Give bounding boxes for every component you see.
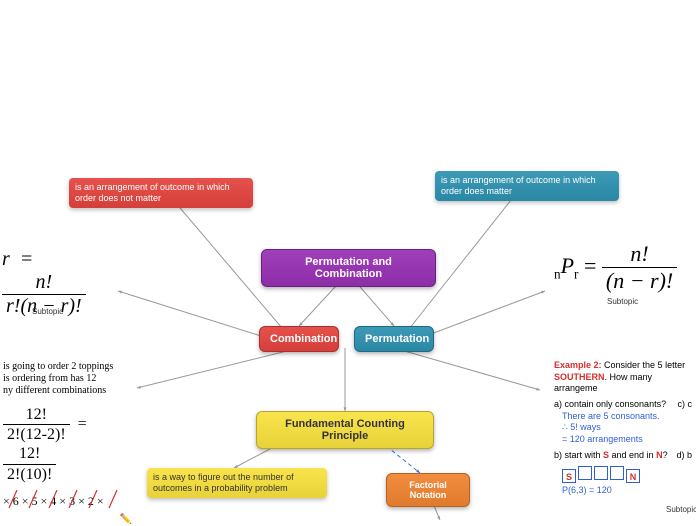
letter-box: N — [626, 469, 640, 483]
perm-formula-content: nPr = n! (n − r)! — [554, 253, 677, 278]
permutation-formula: nPr = n! (n − r)! — [552, 237, 696, 294]
perm-ex-word-line: SOUTHERN. How many arrangeme — [554, 372, 692, 395]
permutation-description-text: is an arrangement of outcome in which or… — [441, 175, 596, 196]
strike-marks — [3, 490, 133, 510]
fcp-description-text: is a way to figure out the number of out… — [153, 472, 294, 493]
pencil-icon: ✏️ — [3, 514, 132, 526]
perm-ex-boxes: SN — [562, 466, 692, 484]
combination-description-text: is an arrangement of outcome in which or… — [75, 182, 230, 203]
fcp-description: is a way to figure out the number of out… — [147, 468, 327, 498]
perm-ex-row-bd: b) start with S and end in N? d) b — [554, 450, 692, 462]
factorial-node[interactable]: Factorial Notation — [386, 473, 470, 507]
subtopic-label-br: Subtopic — [666, 505, 696, 514]
letter-box — [594, 466, 608, 480]
fcp-node[interactable]: Fundamental Counting Principle — [256, 411, 434, 449]
permutation-label: Permutation — [365, 333, 429, 345]
permutation-node[interactable]: Permutation — [354, 326, 434, 352]
perm-ex-ans3: = 120 arrangements — [562, 434, 692, 446]
perm-ex-ans1: There are 5 consonants. — [562, 411, 692, 423]
comb-ex-line2: is ordering from has 12 — [3, 373, 132, 385]
perm-ex-pexpr: P(6,3) = 120 — [562, 485, 692, 497]
comb-formula-content: r = n! r!(n − r)! — [2, 248, 86, 304]
letter-box: S — [562, 469, 576, 483]
fcp-label: Fundamental Counting Principle — [285, 418, 405, 442]
permutation-example: Example 2: Consider the 5 letter SOUTHER… — [550, 356, 696, 502]
comb-ex-frac: 12! 2!(12-2)! = 12! 2!(10)! — [3, 405, 132, 484]
letter-box — [578, 466, 592, 480]
factorial-label: Factorial Notation — [409, 480, 447, 500]
root-node[interactable]: Permutation and Combination — [261, 249, 436, 287]
perm-ex-title: Example 2: Consider the 5 letter — [554, 360, 692, 372]
subtopic-label-right: Subtopic — [607, 297, 638, 306]
root-label: Permutation and Combination — [305, 256, 392, 280]
comb-ex-line3: ny different combinations — [3, 385, 132, 397]
letter-box — [610, 466, 624, 480]
comb-ex-strike: × 6 × 5 × 4 × 3 × 2 × — [3, 494, 132, 508]
combination-example: is going to order 2 toppings is ordering… — [0, 358, 135, 508]
subtopic-label-left: Subtopic — [32, 307, 63, 316]
combination-description: is an arrangement of outcome in which or… — [69, 178, 253, 208]
perm-ex-ans2: ∴ 5! ways — [562, 422, 692, 434]
comb-ex-line1: is going to order 2 toppings — [3, 361, 132, 373]
permutation-description: is an arrangement of outcome in which or… — [435, 171, 619, 201]
combination-node[interactable]: Combination — [259, 326, 339, 352]
combination-label: Combination — [270, 333, 337, 345]
perm-ex-row-ac: a) contain only consonants? c) c — [554, 399, 692, 411]
combination-formula: r = n! r!(n − r)! — [0, 242, 111, 306]
